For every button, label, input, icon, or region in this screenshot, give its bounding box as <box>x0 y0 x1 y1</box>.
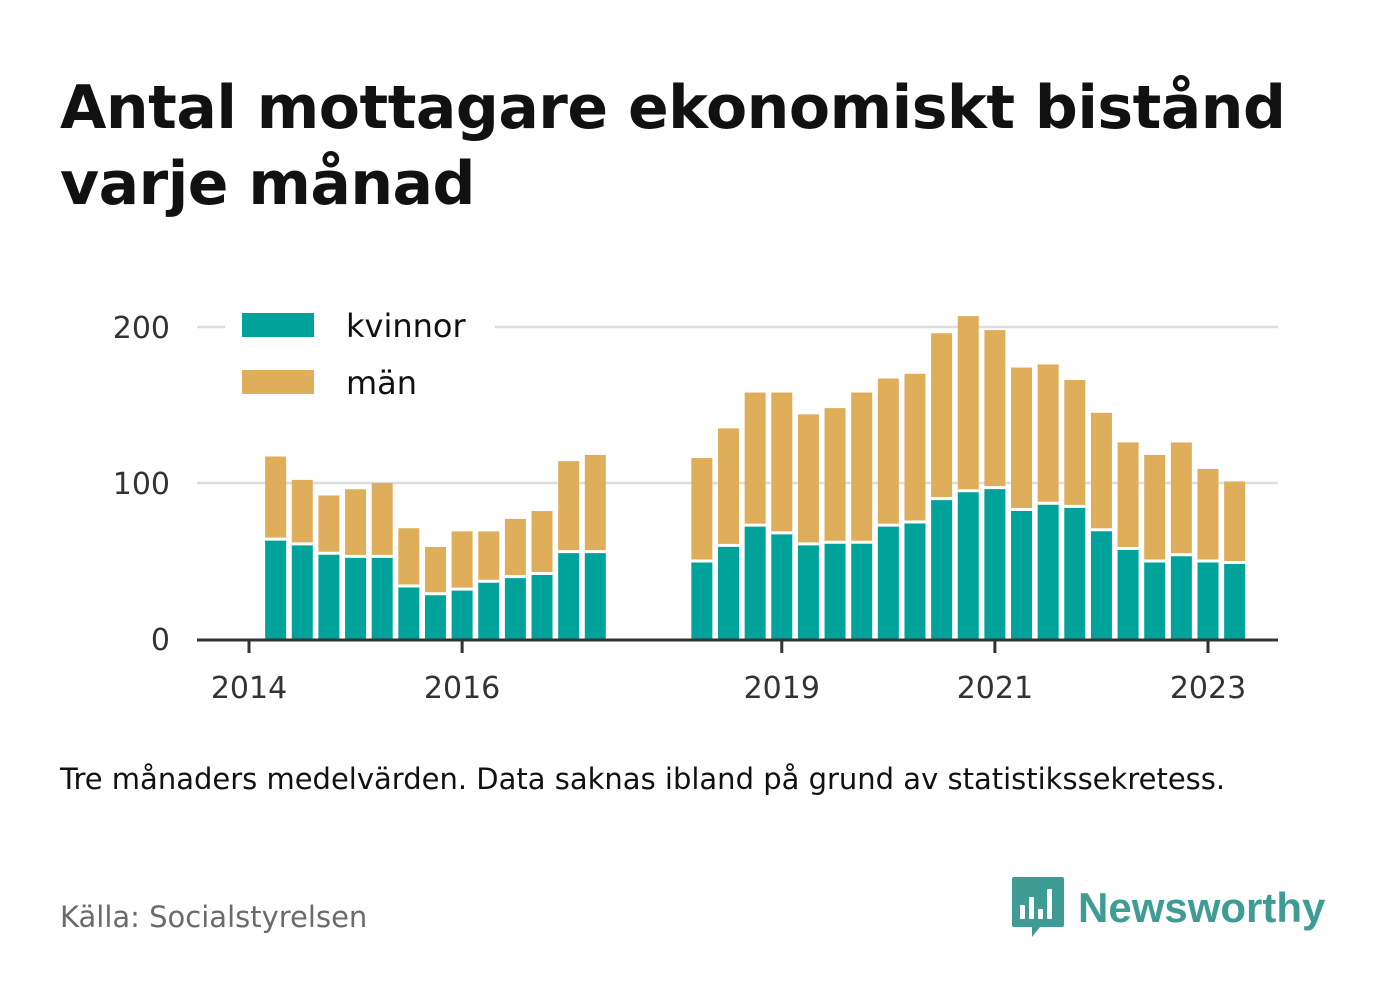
bar-man <box>904 373 926 522</box>
bar-man <box>291 479 313 544</box>
x-tick-label: 2023 <box>1170 671 1246 706</box>
page-title: Antal mottagare ekonomiskt bistånd varje… <box>60 73 1286 219</box>
bar-chart-speech-bubble-icon <box>1012 877 1064 937</box>
bar-man <box>1170 442 1192 555</box>
bar-man <box>957 316 979 491</box>
bar-kvinnor <box>931 498 953 639</box>
bar-man <box>584 454 606 552</box>
bar-kvinnor <box>1170 554 1192 639</box>
bar-man <box>1037 364 1059 504</box>
x-tick-label: 2014 <box>211 671 287 706</box>
bar-kvinnor <box>424 593 446 639</box>
bar-man <box>744 392 766 526</box>
source-label: Källa: Socialstyrelsen <box>60 900 368 934</box>
bar-man <box>371 483 393 557</box>
x-tick-label: 2019 <box>744 671 820 706</box>
bar-man <box>265 456 287 540</box>
bar-man <box>345 489 367 557</box>
bar-man <box>691 458 713 561</box>
bar-man <box>558 461 580 552</box>
bar-man <box>1090 412 1112 530</box>
bar-kvinnor <box>1064 506 1086 639</box>
bar-kvinnor <box>478 581 500 639</box>
bar-kvinnor <box>718 545 739 639</box>
bar-kvinnor <box>1144 561 1166 639</box>
bar-man <box>451 531 473 590</box>
bar-kvinnor <box>851 542 873 639</box>
bar-kvinnor <box>1117 548 1139 639</box>
brand-logo: Newsworthy <box>1010 876 1325 940</box>
bar-kvinnor <box>824 542 846 639</box>
bar-man <box>1011 367 1033 510</box>
bar-kvinnor <box>558 551 580 639</box>
bar-man <box>877 378 899 526</box>
bar-man <box>1224 481 1246 563</box>
bar-kvinnor <box>584 551 606 639</box>
bar-man <box>797 414 819 544</box>
bar-man <box>531 511 553 574</box>
bar-kvinnor <box>1011 509 1033 639</box>
bar-kvinnor <box>291 543 313 639</box>
legend-swatch <box>242 370 314 394</box>
bar-kvinnor <box>1224 562 1246 639</box>
bar-kvinnor <box>451 589 473 639</box>
y-tick-label: 100 <box>113 467 170 502</box>
brand-name: Newsworthy <box>1078 884 1326 931</box>
bar-man <box>1144 454 1166 561</box>
bar-man <box>718 428 739 546</box>
bar-kvinnor <box>371 556 393 639</box>
bar-man <box>318 495 340 554</box>
x-tick-label: 2021 <box>957 671 1033 706</box>
bar-man <box>984 330 1006 488</box>
bar-man <box>824 408 846 543</box>
legend-swatch <box>242 313 314 337</box>
bar-kvinnor <box>345 556 367 639</box>
bar-man <box>1064 380 1086 507</box>
bar-man <box>1197 468 1219 561</box>
bar-kvinnor <box>744 525 766 639</box>
axes: 0 100 200 2014 2016 2019 2021 2023 <box>113 311 1278 706</box>
bar-kvinnor <box>318 553 340 639</box>
bar-man <box>1117 442 1139 549</box>
y-tick-label: 200 <box>113 311 170 346</box>
x-tick-label: 2016 <box>424 671 500 706</box>
bar-man <box>504 518 526 577</box>
legend-label: kvinnor <box>346 307 467 345</box>
legend: kvinnor män <box>225 300 495 415</box>
bar-man <box>398 528 420 586</box>
y-tick-label: 0 <box>151 623 170 658</box>
bar-kvinnor <box>1197 561 1219 639</box>
bar-man <box>931 333 953 499</box>
bar-kvinnor <box>984 487 1006 639</box>
bar-kvinnor <box>531 573 553 639</box>
legend-label: män <box>346 364 417 402</box>
bars <box>265 316 1246 639</box>
footnote: Tre månaders medelvärden. Data saknas ib… <box>60 762 1226 796</box>
bar-man <box>424 546 446 594</box>
bar-kvinnor <box>265 539 287 639</box>
bar-kvinnor <box>398 585 420 639</box>
bar-kvinnor <box>797 543 819 639</box>
bar-kvinnor <box>771 532 793 639</box>
bar-man <box>478 531 500 582</box>
bar-kvinnor <box>691 561 713 639</box>
bar-kvinnor <box>957 490 979 639</box>
bar-kvinnor <box>1037 503 1059 639</box>
bar-man <box>771 392 793 533</box>
bar-kvinnor <box>877 525 899 639</box>
bar-kvinnor <box>1090 529 1112 639</box>
bar-man <box>851 392 873 543</box>
bar-kvinnor <box>504 576 526 639</box>
bar-kvinnor <box>904 522 926 639</box>
